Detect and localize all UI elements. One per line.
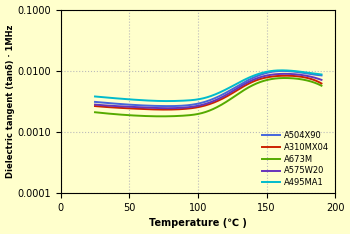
A673M bbox=[160, 115, 164, 118]
A310MX04 bbox=[163, 108, 168, 111]
A495MA1 bbox=[285, 69, 289, 72]
A504X90 bbox=[319, 74, 323, 77]
A673M bbox=[319, 84, 323, 87]
A495MA1 bbox=[229, 86, 233, 88]
A673M bbox=[93, 111, 97, 114]
A495MA1 bbox=[228, 86, 232, 89]
A310MX04 bbox=[229, 93, 233, 96]
A310MX04 bbox=[319, 82, 323, 85]
Line: A495MA1: A495MA1 bbox=[95, 70, 321, 101]
A310MX04 bbox=[284, 74, 288, 77]
A575W20 bbox=[93, 103, 97, 106]
A495MA1 bbox=[93, 95, 97, 98]
A575W20 bbox=[283, 73, 287, 75]
A575W20 bbox=[228, 91, 232, 94]
A575W20 bbox=[319, 78, 323, 81]
A575W20 bbox=[285, 73, 289, 75]
A504X90 bbox=[229, 89, 233, 91]
A673M bbox=[285, 77, 289, 80]
A504X90 bbox=[166, 105, 170, 107]
A504X90 bbox=[281, 69, 285, 72]
A310MX04 bbox=[228, 93, 232, 96]
A673M bbox=[283, 77, 287, 79]
A575W20 bbox=[232, 89, 237, 91]
A673M bbox=[229, 98, 233, 100]
A575W20 bbox=[94, 103, 98, 106]
A673M bbox=[232, 95, 237, 98]
A495MA1 bbox=[319, 73, 323, 76]
A575W20 bbox=[166, 107, 170, 110]
A575W20 bbox=[229, 91, 233, 94]
A495MA1 bbox=[280, 69, 284, 72]
A673M bbox=[300, 78, 304, 81]
A575W20 bbox=[300, 74, 304, 77]
A504X90 bbox=[228, 89, 232, 92]
A504X90 bbox=[285, 70, 289, 73]
A504X90 bbox=[94, 101, 98, 103]
Legend: A504X90, A310MX04, A673M, A575W20, A495MA1: A504X90, A310MX04, A673M, A575W20, A495M… bbox=[260, 129, 331, 189]
A673M bbox=[94, 111, 98, 114]
A310MX04 bbox=[232, 91, 237, 93]
Line: A504X90: A504X90 bbox=[95, 71, 321, 106]
A310MX04 bbox=[300, 75, 304, 78]
A673M bbox=[228, 98, 232, 101]
Line: A673M: A673M bbox=[95, 78, 321, 116]
Y-axis label: Dielectric tangent (tanδ) · 1MHz: Dielectric tangent (tanδ) · 1MHz bbox=[6, 25, 15, 178]
Line: A575W20: A575W20 bbox=[95, 74, 321, 108]
A495MA1 bbox=[300, 70, 304, 73]
A310MX04 bbox=[94, 105, 98, 108]
A504X90 bbox=[93, 100, 97, 103]
A495MA1 bbox=[232, 84, 237, 86]
Line: A310MX04: A310MX04 bbox=[95, 76, 321, 110]
A495MA1 bbox=[94, 95, 98, 98]
A310MX04 bbox=[285, 74, 289, 77]
X-axis label: Temperature (℃ ): Temperature (℃ ) bbox=[149, 219, 247, 228]
A504X90 bbox=[300, 71, 304, 74]
A310MX04 bbox=[93, 105, 97, 107]
A495MA1 bbox=[165, 100, 169, 102]
A504X90 bbox=[232, 87, 237, 89]
